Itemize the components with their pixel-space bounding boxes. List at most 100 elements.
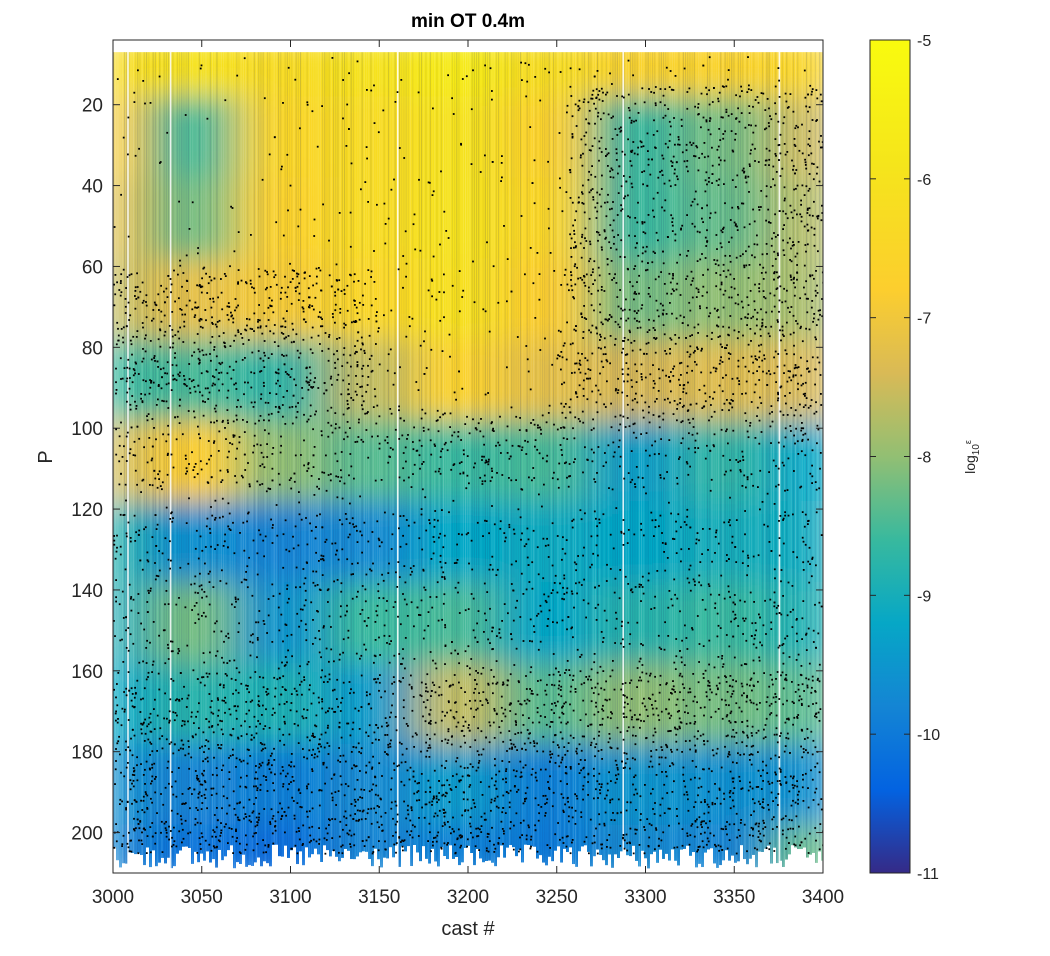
overturn-dot	[615, 282, 618, 284]
bottom-blank	[713, 863, 716, 873]
overturn-dot	[584, 357, 587, 359]
overturn-dot	[626, 758, 629, 760]
overturn-dot	[373, 281, 376, 283]
cast-stripe	[570, 40, 572, 873]
overturn-dot	[378, 363, 381, 366]
overturn-dot	[631, 716, 633, 718]
overturn-dot	[683, 316, 685, 319]
overturn-dot	[596, 332, 598, 335]
overturn-dot	[514, 606, 517, 609]
overturn-dot	[149, 754, 151, 756]
bottom-blank	[407, 846, 410, 873]
cast-stripe	[172, 40, 174, 873]
bottom-blank	[356, 856, 359, 873]
overturn-dot	[735, 94, 737, 97]
overturn-dot	[312, 838, 315, 841]
overturn-dot	[642, 246, 645, 249]
overturn-dot	[174, 356, 176, 359]
overturn-dot	[768, 471, 770, 473]
bottom-blank	[719, 865, 722, 873]
overturn-dot	[805, 327, 807, 330]
overturn-dot	[209, 353, 211, 355]
overturn-dot	[686, 107, 689, 110]
overturn-dot	[602, 353, 605, 356]
overturn-dot	[549, 847, 551, 849]
overturn-dot	[506, 684, 509, 687]
overturn-dot	[261, 178, 264, 181]
overturn-dot	[575, 391, 577, 393]
overturn-dot	[234, 475, 236, 477]
overturn-dot	[176, 415, 179, 418]
overturn-dot	[191, 308, 194, 311]
cast-stripe	[462, 40, 464, 873]
overturn-dot	[590, 274, 593, 276]
overturn-dot	[757, 680, 759, 683]
bottom-blank	[797, 849, 800, 873]
overturn-dot	[655, 827, 657, 830]
overturn-dot	[354, 441, 357, 443]
overturn-dot	[756, 370, 758, 372]
overturn-dot	[703, 714, 705, 717]
cast-stripe	[480, 40, 482, 873]
overturn-dot	[471, 766, 474, 768]
overturn-dot	[117, 740, 120, 743]
overturn-dot	[376, 821, 379, 824]
overturn-dot	[413, 463, 416, 466]
overturn-dot	[435, 596, 438, 598]
overturn-dot	[561, 356, 564, 359]
overturn-dot	[444, 626, 447, 629]
cast-stripe	[687, 40, 689, 873]
overturn-dot	[481, 459, 483, 461]
overturn-dot	[478, 692, 480, 694]
overturn-dot	[342, 681, 345, 684]
overturn-dot	[354, 345, 356, 347]
bottom-blank	[116, 860, 119, 873]
overturn-dot	[204, 788, 207, 791]
overturn-dot	[359, 495, 361, 498]
overturn-dot	[329, 377, 332, 380]
overturn-dot	[239, 405, 242, 408]
overturn-dot	[337, 358, 339, 361]
overturn-dot	[245, 579, 248, 581]
overturn-dot	[755, 629, 757, 632]
overturn-dot	[780, 385, 783, 388]
overturn-dot	[481, 455, 483, 458]
overturn-dot	[378, 539, 381, 542]
overturn-dot	[754, 308, 756, 311]
overturn-dot	[271, 714, 274, 716]
overturn-dot	[600, 87, 603, 90]
overturn-dot	[643, 826, 645, 828]
overturn-dot	[133, 829, 136, 832]
overturn-dot	[333, 353, 335, 356]
cast-stripe	[506, 40, 508, 873]
overturn-dot	[520, 703, 523, 706]
overturn-dot	[246, 318, 248, 320]
overturn-dot	[434, 836, 437, 839]
overturn-dot	[376, 520, 379, 523]
overturn-dot	[359, 809, 361, 812]
overturn-dot	[487, 460, 490, 463]
overturn-dot	[574, 246, 577, 249]
overturn-dot	[541, 414, 544, 417]
overturn-dot	[154, 842, 157, 845]
cast-stripe	[784, 40, 786, 873]
overturn-dot	[782, 210, 785, 213]
overturn-dot	[460, 142, 462, 145]
overturn-dot	[748, 264, 751, 266]
bottom-blank	[692, 852, 695, 873]
overturn-dot	[713, 433, 716, 436]
overturn-dot	[669, 807, 671, 810]
overturn-dot	[506, 425, 509, 428]
overturn-dot	[753, 300, 756, 303]
bottom-blank	[815, 862, 818, 873]
overturn-dot	[300, 518, 303, 521]
overturn-dot	[569, 171, 572, 174]
overturn-dot	[654, 351, 657, 354]
overturn-dot	[652, 741, 655, 743]
cast-stripe	[608, 40, 610, 873]
bottom-blank	[410, 866, 413, 873]
overturn-dot	[626, 542, 629, 544]
overturn-dot	[167, 647, 170, 649]
overturn-dot	[632, 726, 635, 729]
overturn-dot	[168, 782, 170, 785]
